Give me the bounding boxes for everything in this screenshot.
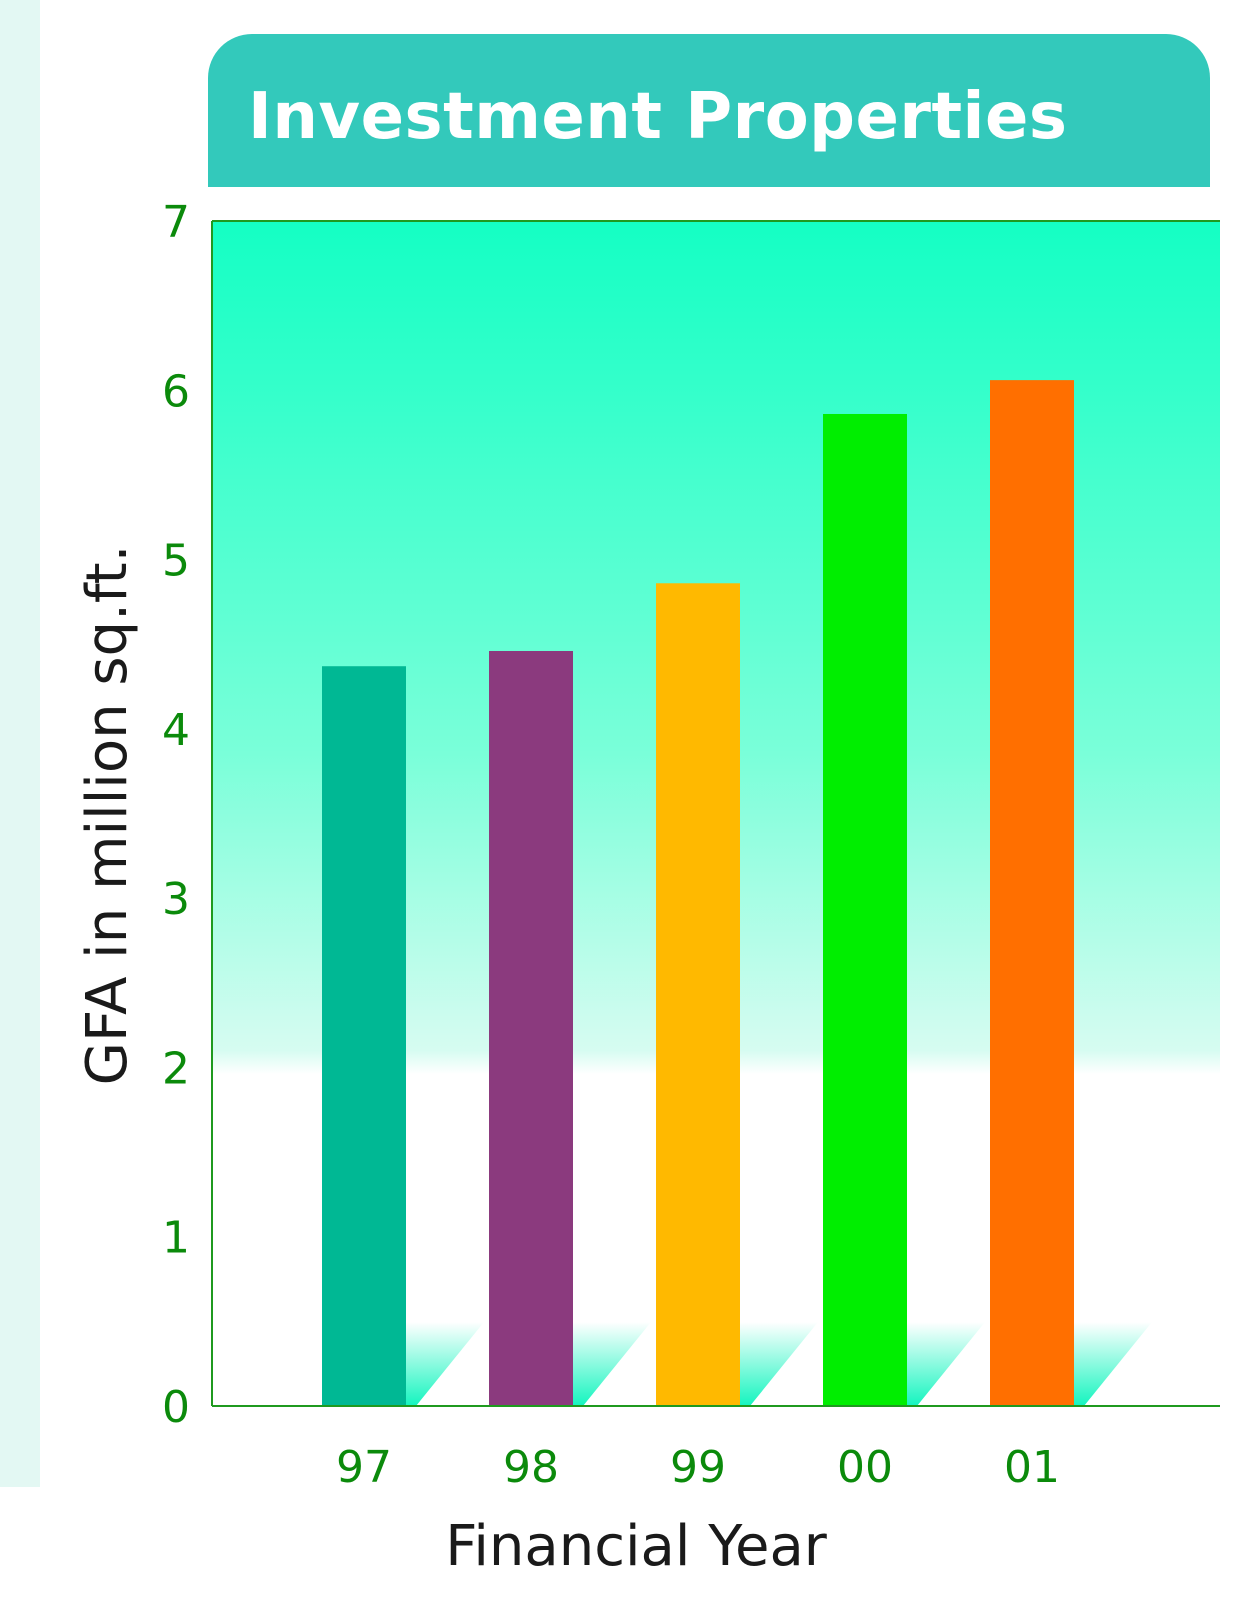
bars-group <box>322 380 1074 1407</box>
y-tick-label-2: 2 <box>162 1043 190 1094</box>
bar-97 <box>322 666 406 1406</box>
x-tick-label-00: 00 <box>837 1442 893 1493</box>
y-tick-label-5: 5 <box>162 536 190 587</box>
y-tick-label-7: 7 <box>162 197 190 248</box>
bar-shadow-98 <box>573 1322 651 1406</box>
y-axis-label: GFA in million sq.ft. <box>75 545 140 1086</box>
y-tick-label-6: 6 <box>162 366 190 417</box>
bar-shadows <box>406 1322 1152 1406</box>
y-tick-label-0: 0 <box>162 1382 190 1433</box>
x-axis-label: Financial Year <box>445 1514 828 1579</box>
x-tick-labels: 97 98 99 00 01 <box>336 1442 1060 1493</box>
y-tick-label-4: 4 <box>162 705 190 756</box>
bar-shadow-01 <box>1074 1322 1152 1406</box>
bar-98 <box>489 650 573 1406</box>
y-tick-label-3: 3 <box>162 874 190 925</box>
y-tick-labels: 0 1 2 3 4 5 6 7 <box>162 197 190 1433</box>
bar-01 <box>990 380 1074 1407</box>
bar-shadow-99 <box>740 1322 818 1406</box>
x-tick-label-97: 97 <box>336 1442 392 1493</box>
bar-99 <box>656 583 740 1406</box>
y-tick-label-1: 1 <box>162 1213 190 1264</box>
chart-title: Investment Properties <box>248 80 1068 154</box>
left-decorative-strip <box>0 0 40 1487</box>
x-tick-label-98: 98 <box>503 1442 559 1493</box>
bar-00 <box>823 413 907 1406</box>
title-banner: Investment Properties <box>208 34 1210 187</box>
bar-shadow-97 <box>406 1322 484 1406</box>
x-tick-label-99: 99 <box>670 1442 726 1493</box>
x-tick-label-01: 01 <box>1004 1442 1060 1493</box>
bar-shadow-00 <box>907 1322 985 1406</box>
